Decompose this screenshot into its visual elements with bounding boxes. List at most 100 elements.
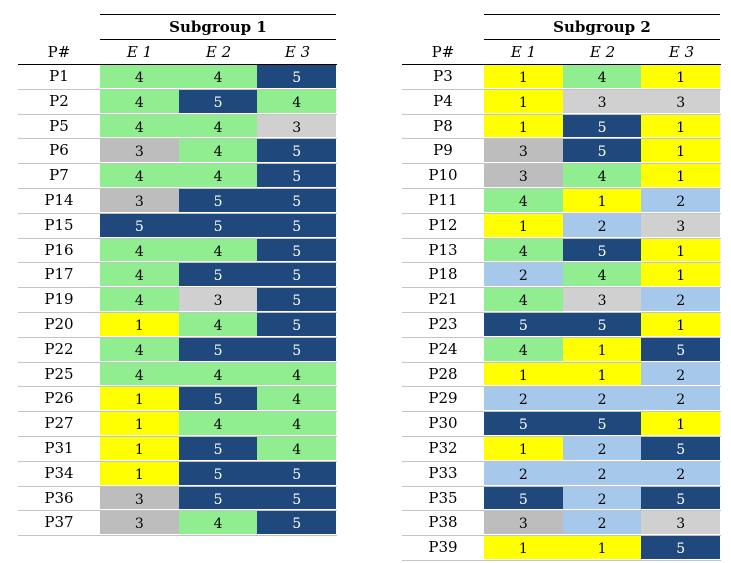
score-cell: 4	[178, 164, 258, 188]
score-cell: 4	[257, 436, 337, 461]
score-cell: 1	[100, 436, 179, 461]
table-row: P38 3 2 3	[402, 511, 721, 537]
column-header-e2: E 2	[205, 43, 232, 61]
table-row: P17 4 5 5	[18, 263, 337, 289]
participant-id: P17	[44, 265, 74, 284]
score-cell: 5	[257, 213, 337, 238]
score-cell: 4	[100, 65, 179, 89]
score-cell: 4	[178, 139, 258, 164]
score-cell: 5	[562, 312, 642, 337]
score-cell: 5	[484, 486, 563, 511]
score-cell: 4	[178, 312, 258, 337]
table-row: P27 1 4 4	[18, 412, 337, 437]
score-cell: 1	[641, 238, 721, 263]
score-cell: 3	[484, 139, 563, 164]
score-cell: 5	[178, 461, 258, 486]
score-cell: 2	[484, 263, 563, 288]
score-cell: 4	[562, 65, 642, 89]
score-cell: 1	[484, 362, 563, 387]
table-row: P35 5 2 5	[402, 486, 721, 512]
participant-id: P5	[49, 116, 69, 135]
score-cell: 5	[257, 139, 337, 164]
table-row: P34 1 5 5	[18, 461, 337, 487]
participant-column-header: P#	[431, 43, 455, 61]
score-cell: 4	[484, 188, 563, 213]
table-row: P8 1 5 1	[402, 114, 721, 140]
score-cell: 5	[178, 486, 258, 511]
score-cell: 5	[641, 337, 721, 362]
participant-id: P7	[49, 166, 69, 185]
participant-id: P14	[44, 190, 74, 209]
score-cell: 5	[178, 387, 258, 412]
participant-id: P39	[428, 538, 458, 557]
score-cell: 1	[641, 312, 721, 337]
score-cell: 4	[178, 412, 258, 436]
score-cell: 4	[257, 89, 337, 114]
participant-id: P15	[44, 215, 74, 234]
table-row: P28 1 1 2	[402, 362, 721, 388]
score-cell: 1	[484, 89, 563, 114]
score-cell: 5	[562, 139, 642, 164]
score-cell: 3	[100, 139, 179, 164]
score-cell: 3	[178, 288, 258, 312]
score-cell: 4	[100, 114, 179, 139]
participant-id: P2	[49, 91, 69, 110]
score-cell: 4	[178, 238, 258, 263]
score-cell: 1	[562, 536, 642, 560]
participant-id: P36	[44, 488, 74, 507]
table-row: P10 3 4 1	[402, 164, 721, 189]
score-cell: 4	[178, 362, 258, 387]
score-cell: 5	[257, 238, 337, 263]
table-row: P23 5 5 1	[402, 312, 721, 338]
score-cell: 1	[100, 412, 179, 436]
score-cell: 1	[484, 213, 563, 238]
score-cell: 5	[257, 65, 337, 89]
score-cell: 2	[641, 288, 721, 312]
score-cell: 4	[257, 387, 337, 412]
participant-id: P8	[433, 116, 453, 135]
table-row: P18 2 4 1	[402, 263, 721, 289]
score-cell: 4	[100, 164, 179, 188]
score-cell: 5	[178, 188, 258, 213]
score-cell: 2	[484, 387, 563, 412]
score-cell: 1	[484, 65, 563, 89]
column-header-e1: E 1	[510, 43, 537, 61]
table-row: P39 1 1 5	[402, 536, 721, 561]
score-cell: 4	[484, 337, 563, 362]
score-cell: 3	[484, 511, 563, 536]
score-cell: 1	[484, 114, 563, 139]
score-cell: 5	[257, 164, 337, 188]
participant-id: P29	[428, 389, 458, 408]
score-cell: 5	[100, 213, 179, 238]
participant-id: P35	[428, 488, 458, 507]
score-cell: 1	[484, 436, 563, 461]
score-cell: 1	[641, 114, 721, 139]
table-row: P25 4 4 4	[18, 362, 337, 388]
score-cell: 2	[641, 387, 721, 412]
score-cell: 3	[641, 511, 721, 536]
score-cell: 5	[257, 312, 337, 337]
score-cell: 5	[178, 263, 258, 288]
table-row: P6 3 4 5	[18, 139, 337, 165]
participant-id: P33	[428, 463, 458, 482]
score-cell: 5	[178, 436, 258, 461]
table-row: P7 4 4 5	[18, 164, 337, 189]
group-title: Subgroup 2	[484, 14, 720, 40]
table-row: P22 4 5 5	[18, 337, 337, 363]
score-cell: 3	[641, 89, 721, 114]
table-row: P3 1 4 1	[402, 65, 721, 90]
score-cell: 1	[100, 387, 179, 412]
participant-id: P30	[428, 414, 458, 433]
score-cell: 2	[562, 486, 642, 511]
header-row: P# E 1 E 2 E 3	[18, 40, 337, 65]
score-cell: 1	[484, 536, 563, 560]
score-cell: 3	[484, 164, 563, 188]
score-cell: 3	[562, 288, 642, 312]
score-cell: 2	[641, 188, 721, 213]
score-cell: 5	[257, 511, 337, 536]
score-cell: 5	[562, 238, 642, 263]
score-cell: 4	[484, 238, 563, 263]
table-row: P33 2 2 2	[402, 461, 721, 487]
participant-id: P31	[44, 438, 74, 457]
